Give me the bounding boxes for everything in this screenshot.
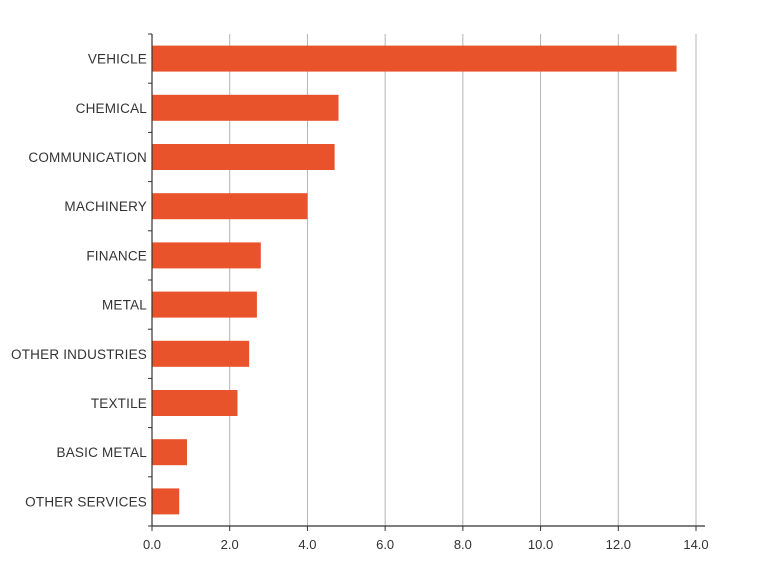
category-label: FINANCE [86,248,147,263]
bar [152,144,335,170]
category-label: VEHICLE [88,52,147,67]
axes [148,33,705,531]
category-label: OTHER INDUSTRIES [11,347,147,362]
x-tick-label: 8.0 [454,537,472,552]
bar [152,94,339,121]
x-tick-labels: 0.0 2.0 4.0 6.0 8.0 10.0 12.0 14.0 [143,537,709,552]
category-label: TEXTILE [91,396,147,411]
category-label: METAL [102,298,147,313]
bar [152,291,257,318]
category-label: BASIC METAL [57,445,148,460]
bar [152,340,250,367]
category-label: OTHER SERVICES [25,494,147,509]
x-tick-label: 12.0 [606,537,631,552]
x-tick-label: 0.0 [143,537,161,552]
bar [152,390,238,416]
bar [152,488,180,515]
x-tick-label: 10.0 [528,537,553,552]
category-label: CHEMICAL [76,101,148,116]
category-label: COMMUNICATION [28,150,147,165]
bar [152,193,308,220]
bar [152,439,187,466]
x-tick-label: 6.0 [376,537,394,552]
category-labels: VEHICLE CHEMICAL COMMUNICATION MACHINERY FIN… [11,52,147,510]
x-tick-label: 4.0 [298,537,316,552]
category-label: MACHINERY [64,199,147,214]
bar [152,45,677,72]
bar [152,242,261,269]
x-tick-label: 2.0 [221,537,239,552]
bars [152,45,677,515]
x-tick-label: 14.0 [683,537,708,552]
